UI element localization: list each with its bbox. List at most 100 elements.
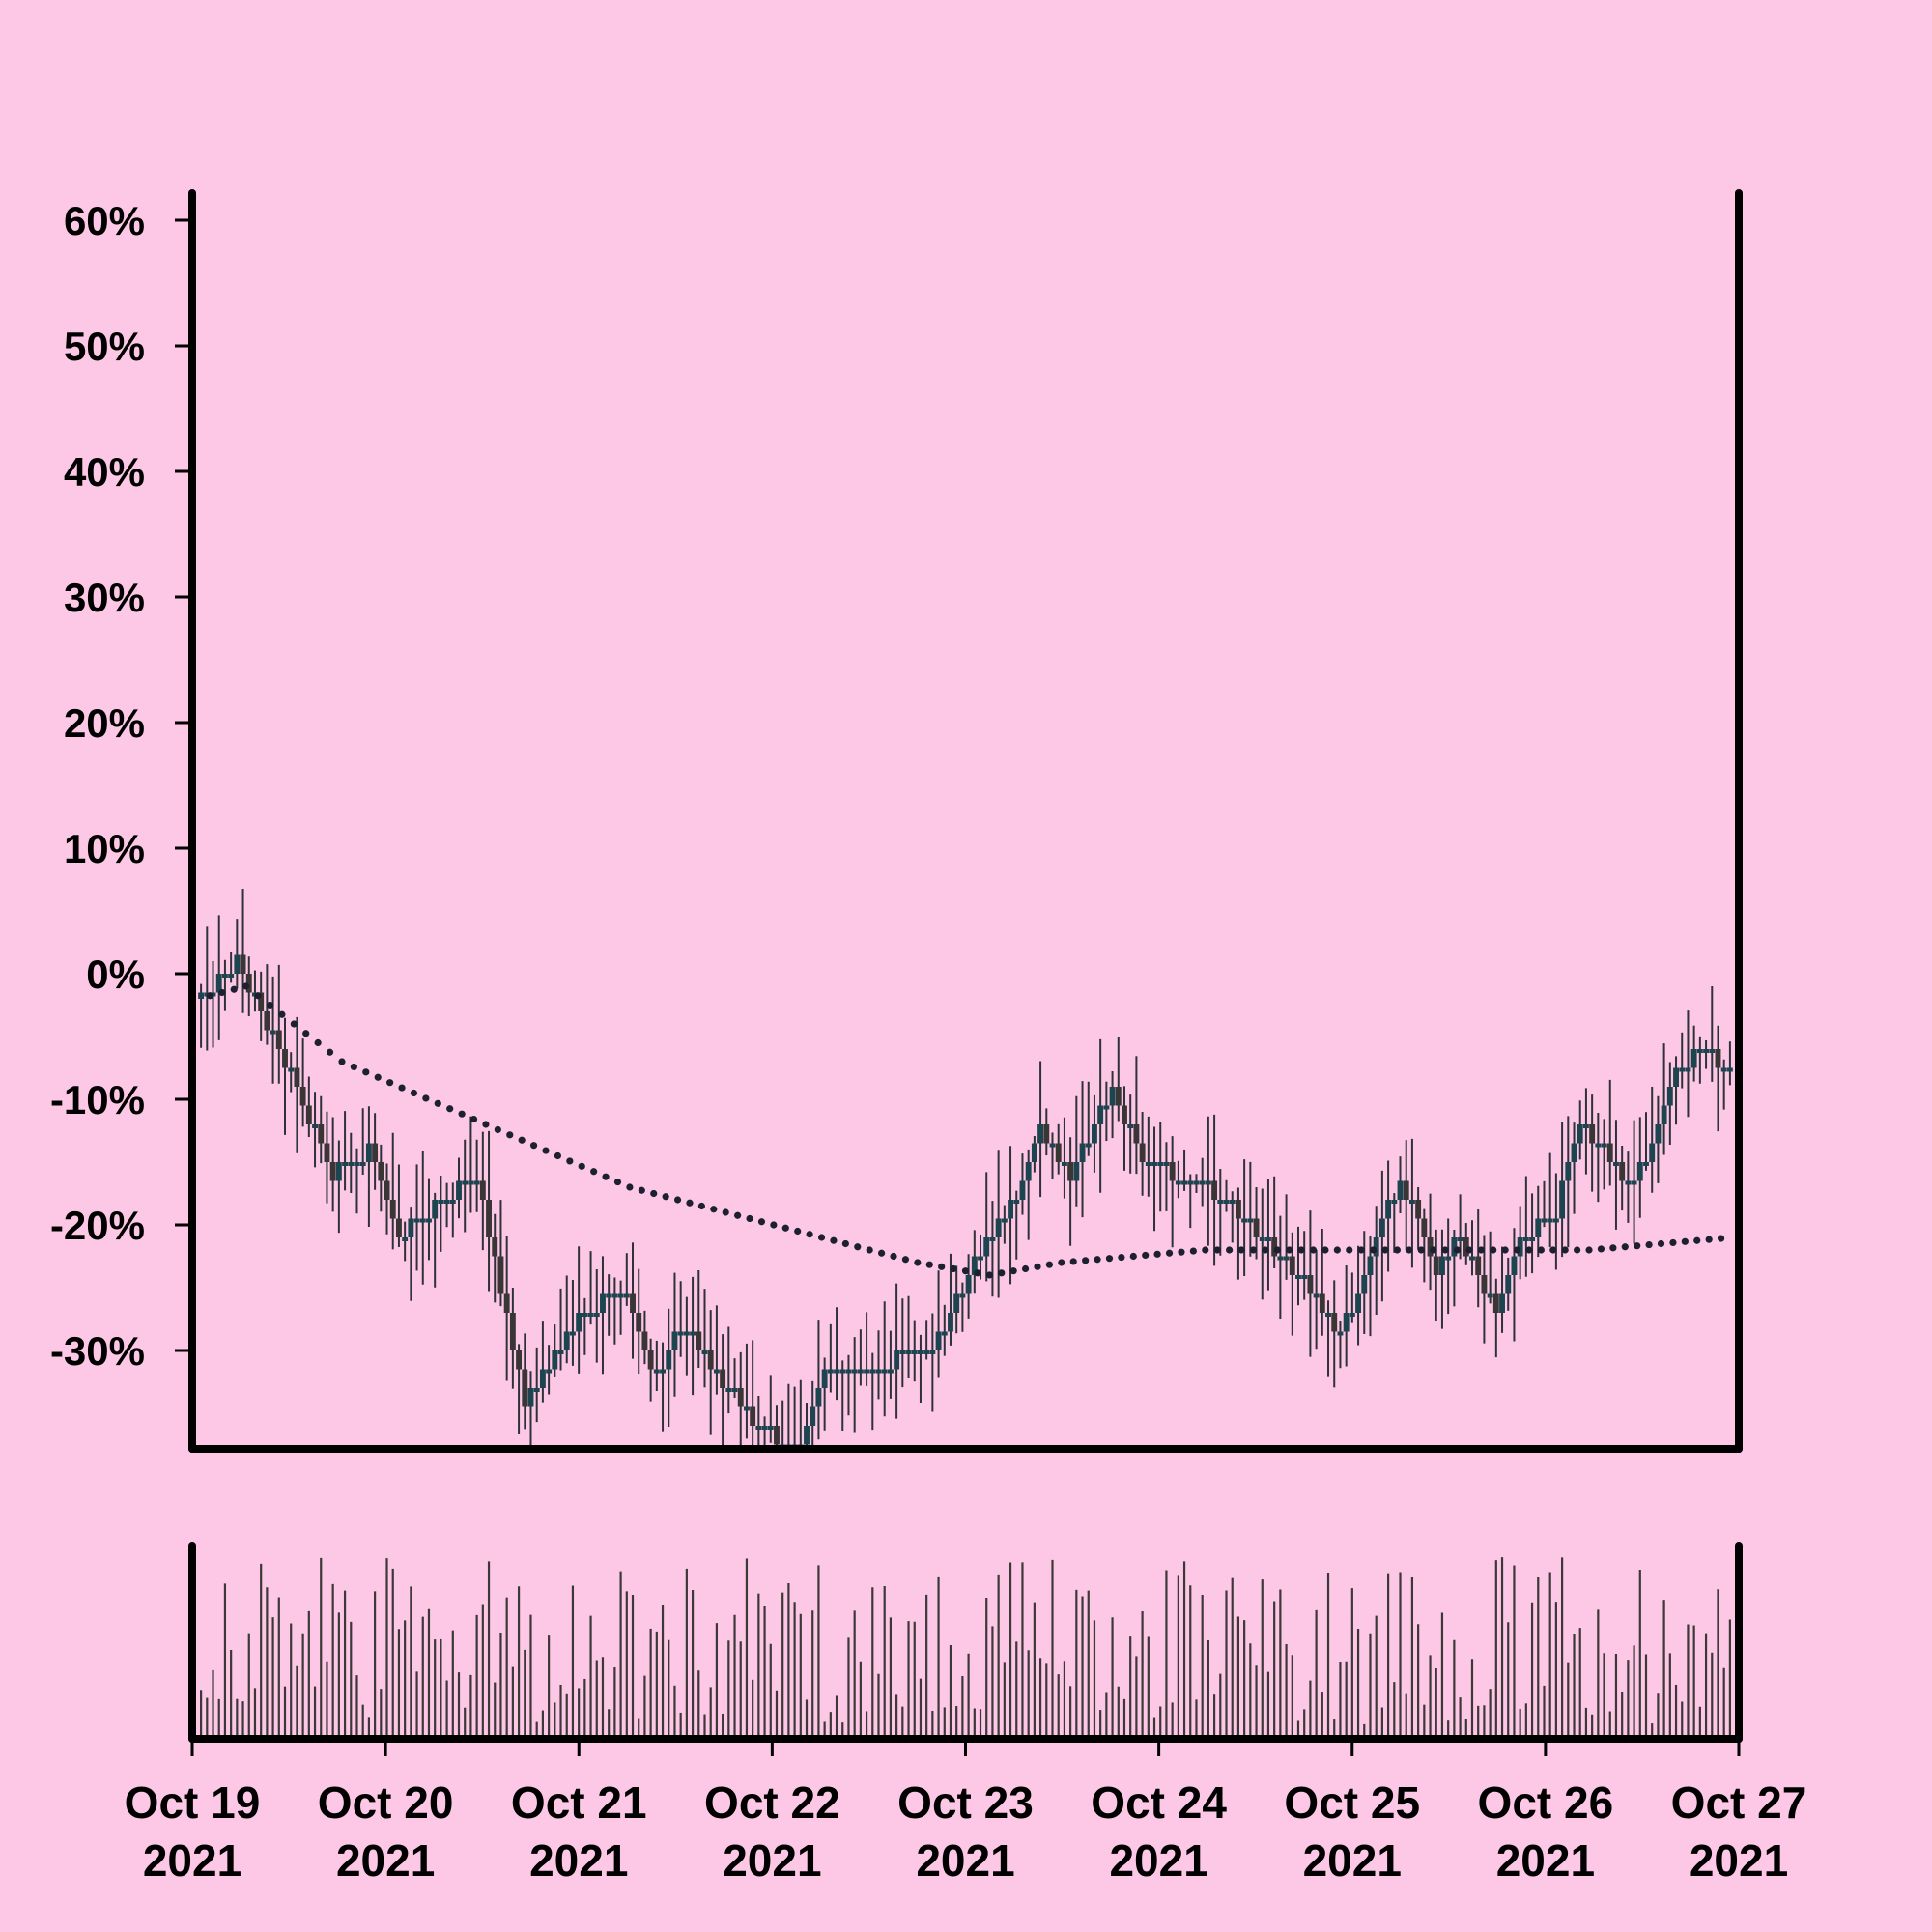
moving-average-point (1453, 1246, 1462, 1254)
candle-body (1715, 1049, 1721, 1068)
candle-body (737, 1388, 744, 1407)
moving-average-point (218, 988, 226, 997)
candle-body (1619, 1162, 1626, 1181)
candle-body (1463, 1237, 1469, 1257)
moving-average-point (1717, 1235, 1725, 1242)
candle-body (1661, 1105, 1667, 1124)
candle-body (834, 1369, 839, 1374)
moving-average-point (1597, 1245, 1605, 1253)
candle-body (731, 1388, 738, 1392)
candle-body (1229, 1200, 1236, 1204)
moving-average-point (1621, 1243, 1629, 1251)
moving-average-line (206, 982, 1725, 1279)
moving-average-point (1202, 1246, 1209, 1254)
candle-body (324, 1143, 330, 1162)
candle-body (1522, 1237, 1529, 1241)
candle-body (413, 1218, 420, 1223)
candle-body (1709, 1049, 1716, 1053)
moving-average-point (1094, 1256, 1101, 1264)
candle-body (1211, 1180, 1218, 1200)
candle-body (1067, 1162, 1074, 1181)
moving-average-point (566, 1157, 574, 1165)
candle-body (1403, 1180, 1409, 1200)
x-tick-label-year: 2021 (1496, 1835, 1595, 1886)
candle-body (1122, 1105, 1127, 1124)
candle-body (473, 1180, 480, 1185)
candle-body (1079, 1143, 1086, 1162)
moving-average-point (854, 1243, 862, 1251)
candle-body (582, 1313, 588, 1317)
candle-body (479, 1180, 486, 1200)
candle-body (845, 1369, 852, 1374)
x-tick-label-date: Oct 24 (1091, 1777, 1227, 1828)
moving-average-point (1561, 1246, 1569, 1254)
moving-average-point (1513, 1246, 1521, 1254)
candle-body (881, 1369, 888, 1374)
moving-average-point (338, 1058, 346, 1065)
price-axes (188, 189, 1743, 1453)
candle-body (911, 1350, 918, 1354)
candle-body (1157, 1162, 1164, 1166)
moving-average-point (638, 1186, 645, 1194)
candle-body (282, 1049, 288, 1068)
candle-body (1649, 1143, 1656, 1162)
x-tick-label-year: 2021 (143, 1835, 242, 1886)
moving-average-point (1297, 1246, 1305, 1254)
candle-body (264, 1011, 270, 1031)
candle-body (1265, 1237, 1271, 1241)
moving-average-point (1273, 1246, 1281, 1254)
candle-body (1517, 1237, 1523, 1257)
candle-body (1127, 1124, 1134, 1128)
candle-body (503, 1293, 510, 1313)
candle-body (1679, 1067, 1686, 1072)
moving-average-point (1118, 1253, 1125, 1262)
candle-body (1289, 1256, 1295, 1275)
x-tick-label-date: Oct 26 (1478, 1777, 1614, 1828)
moving-average-point (1477, 1246, 1485, 1254)
moving-average-point (1681, 1237, 1689, 1245)
candle-body (486, 1200, 492, 1237)
moving-average-point (1417, 1246, 1425, 1254)
candle-body (1589, 1124, 1596, 1144)
candle-body (587, 1313, 594, 1317)
candle-body (1259, 1237, 1265, 1241)
candle-body (563, 1331, 570, 1350)
moving-average-point (1693, 1236, 1701, 1244)
candle-body (1175, 1180, 1181, 1185)
moving-average-point (278, 1010, 286, 1018)
candle-body (1559, 1180, 1566, 1219)
candle-body (546, 1369, 553, 1374)
candle-body (630, 1293, 636, 1313)
moving-average-point (230, 985, 238, 993)
moving-average-point (266, 1001, 274, 1009)
candle-body (365, 1143, 372, 1162)
moving-average-point (830, 1236, 838, 1244)
candle-body (815, 1388, 822, 1407)
x-tick-label-date: Oct 20 (318, 1777, 454, 1828)
moving-average-point (529, 1142, 538, 1150)
candle-body (1487, 1293, 1493, 1298)
moving-average-point (362, 1068, 370, 1076)
moving-average-point (542, 1147, 550, 1154)
candle-body (539, 1369, 546, 1388)
candle-body (228, 974, 235, 978)
candle-body (713, 1369, 720, 1374)
moving-average-point (1645, 1240, 1653, 1249)
candle-body (929, 1350, 936, 1354)
candle-body (1313, 1293, 1320, 1298)
moving-average-point (374, 1073, 382, 1081)
x-tick-label-year: 2021 (336, 1835, 435, 1886)
candle-body (1535, 1218, 1542, 1237)
candle-body (1277, 1256, 1284, 1261)
candle-body (767, 1426, 774, 1430)
moving-average-point (1129, 1252, 1137, 1261)
x-tick-label-year: 2021 (1303, 1835, 1402, 1886)
candle-body (959, 1293, 966, 1298)
moving-average-point (1165, 1249, 1174, 1257)
moving-average-point (314, 1038, 322, 1047)
moving-average-point (1105, 1255, 1114, 1263)
candle-body (1307, 1275, 1314, 1294)
candle-body (983, 1237, 990, 1257)
moving-average-point (1034, 1263, 1041, 1270)
moving-average-point (1069, 1258, 1077, 1265)
